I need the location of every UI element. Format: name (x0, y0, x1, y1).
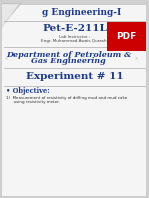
Polygon shape (1, 4, 21, 26)
Text: Pet-E-211L: Pet-E-211L (42, 24, 107, 33)
FancyBboxPatch shape (107, 22, 146, 51)
Text: «: « (4, 56, 7, 61)
Text: 1)  Measurement of resistivity of drilling mud and mud cake: 1) Measurement of resistivity of drillin… (6, 96, 127, 100)
Text: g Engineering-I: g Engineering-I (42, 8, 122, 17)
Text: • Objective:: • Objective: (6, 88, 50, 95)
Text: Experiment # 11: Experiment # 11 (26, 72, 123, 81)
Text: »: » (134, 56, 137, 61)
Text: Lab Instructor :: Lab Instructor : (59, 35, 90, 39)
Text: Engr. Muhammad Awais Qurashi: Engr. Muhammad Awais Qurashi (41, 39, 108, 43)
Text: Department of Petroleum &: Department of Petroleum & (6, 51, 131, 59)
Text: PDF: PDF (117, 32, 137, 41)
Polygon shape (1, 4, 19, 28)
FancyBboxPatch shape (1, 4, 146, 196)
Text: Gas Engineering: Gas Engineering (31, 57, 106, 65)
Text: using resistivity meter.: using resistivity meter. (6, 100, 60, 104)
